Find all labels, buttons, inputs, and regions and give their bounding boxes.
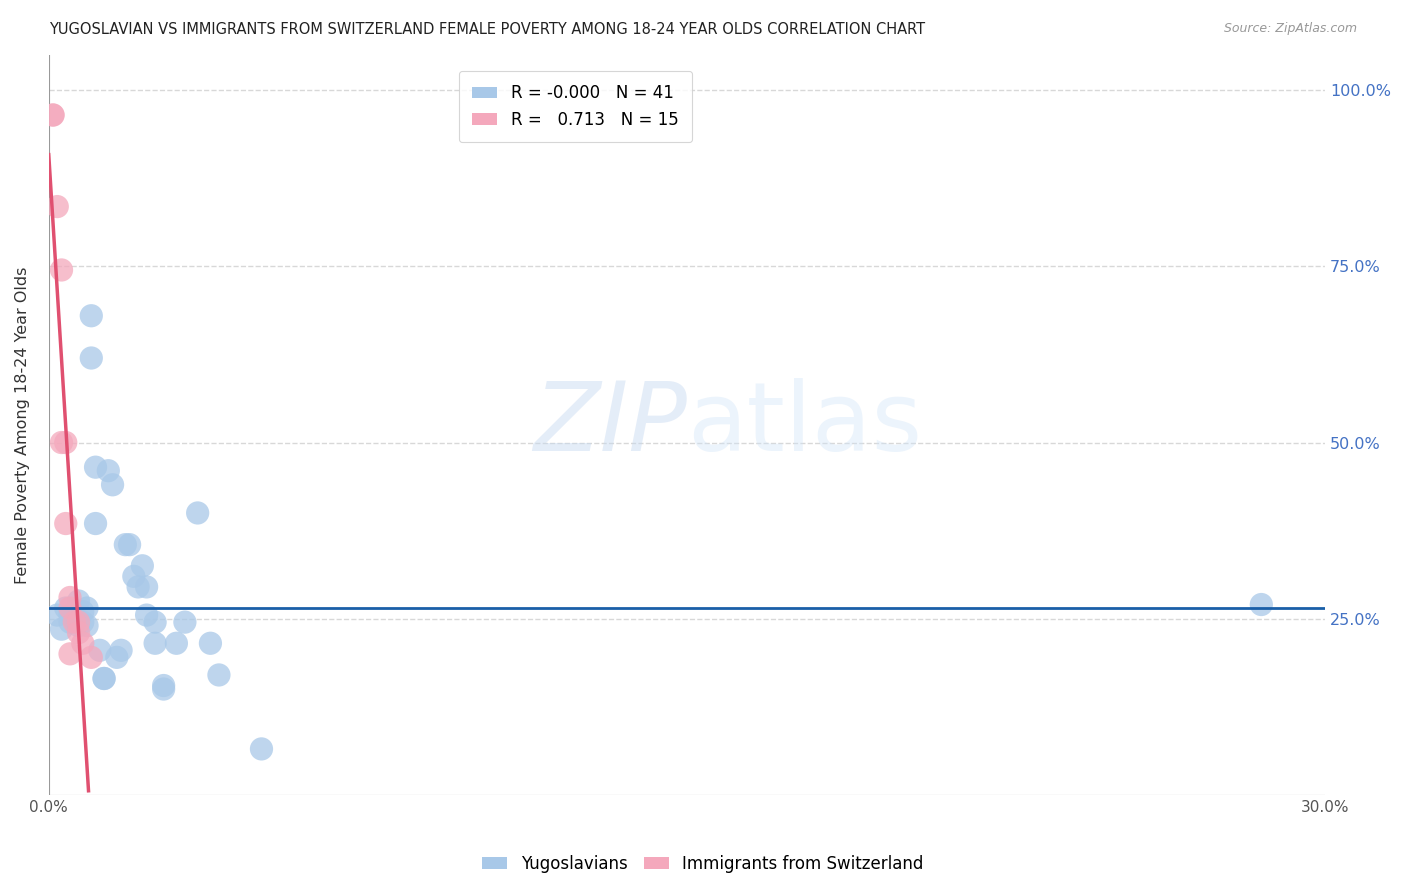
Point <box>152 679 174 693</box>
Point <box>114 538 136 552</box>
Point <box>67 594 90 608</box>
Point <box>110 643 132 657</box>
Point <box>187 506 209 520</box>
Point <box>46 608 69 623</box>
Point <box>63 615 86 629</box>
Point <box>250 742 273 756</box>
Point <box>59 608 82 623</box>
Legend: Yugoslavians, Immigrants from Switzerland: Yugoslavians, Immigrants from Switzerlan… <box>475 848 931 880</box>
Point <box>165 636 187 650</box>
Point <box>200 636 222 650</box>
Point <box>42 108 65 122</box>
Point <box>67 618 90 632</box>
Point <box>59 601 82 615</box>
Point <box>80 650 103 665</box>
Point <box>51 622 73 636</box>
Point <box>84 460 107 475</box>
Point <box>42 108 65 122</box>
Point <box>59 647 82 661</box>
Point <box>131 558 153 573</box>
Point <box>67 615 90 629</box>
Legend: R = -0.000   N = 41, R =   0.713   N = 15: R = -0.000 N = 41, R = 0.713 N = 15 <box>460 70 692 142</box>
Point <box>208 668 231 682</box>
Point <box>59 615 82 629</box>
Point <box>51 263 73 277</box>
Point <box>122 569 145 583</box>
Point <box>1250 598 1272 612</box>
Point <box>51 435 73 450</box>
Point <box>46 200 69 214</box>
Point <box>72 605 94 619</box>
Point <box>93 672 115 686</box>
Point <box>59 591 82 605</box>
Point <box>76 618 98 632</box>
Point <box>93 672 115 686</box>
Point <box>80 309 103 323</box>
Text: atlas: atlas <box>688 378 922 471</box>
Point <box>72 615 94 629</box>
Point <box>143 636 166 650</box>
Point <box>174 615 197 629</box>
Point <box>55 601 77 615</box>
Point <box>89 643 111 657</box>
Text: YUGOSLAVIAN VS IMMIGRANTS FROM SWITZERLAND FEMALE POVERTY AMONG 18-24 YEAR OLDS : YUGOSLAVIAN VS IMMIGRANTS FROM SWITZERLA… <box>49 22 925 37</box>
Point <box>135 608 157 623</box>
Point <box>135 580 157 594</box>
Point <box>72 636 94 650</box>
Point <box>55 516 77 531</box>
Point <box>105 650 128 665</box>
Point <box>55 435 77 450</box>
Point <box>101 477 124 491</box>
Text: ZIP: ZIP <box>533 378 688 471</box>
Point <box>118 538 141 552</box>
Point <box>97 464 120 478</box>
Point <box>80 351 103 365</box>
Point <box>76 601 98 615</box>
Y-axis label: Female Poverty Among 18-24 Year Olds: Female Poverty Among 18-24 Year Olds <box>15 266 30 583</box>
Point <box>67 625 90 640</box>
Text: Source: ZipAtlas.com: Source: ZipAtlas.com <box>1223 22 1357 36</box>
Point <box>143 615 166 629</box>
Point <box>63 612 86 626</box>
Point <box>84 516 107 531</box>
Point <box>127 580 149 594</box>
Point <box>152 681 174 696</box>
